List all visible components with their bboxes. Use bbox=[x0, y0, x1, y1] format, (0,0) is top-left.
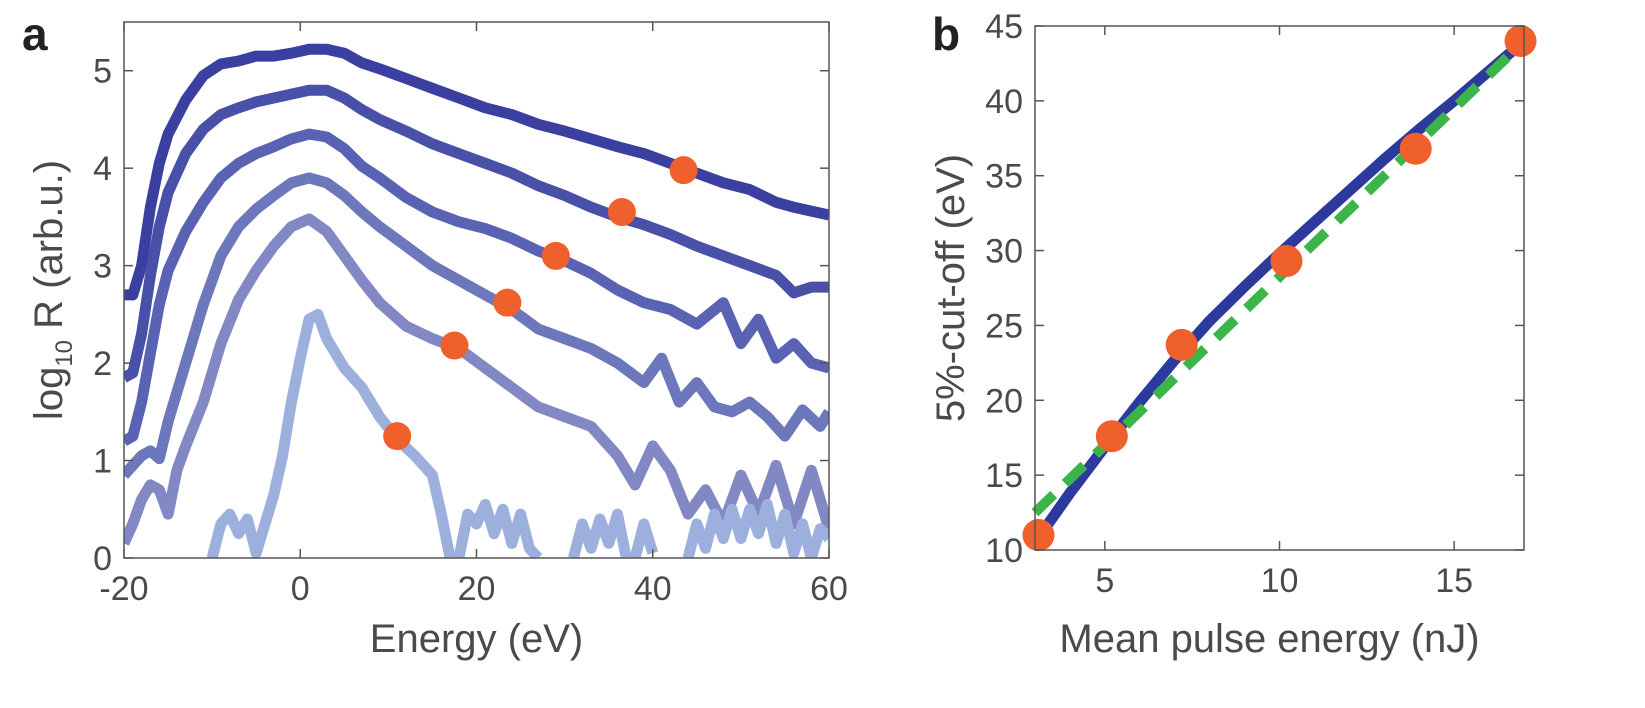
fit-line bbox=[1030, 36, 1528, 546]
spectrum-line-6-seg-5 bbox=[682, 498, 829, 558]
panel-b-x-tick-label: 15 bbox=[1435, 562, 1473, 600]
spectrum-line-1 bbox=[124, 43, 829, 301]
panel-b-y-tick-label: 30 bbox=[985, 233, 1023, 271]
panel-b-y-axis-title: 5%-cut-off (eV) bbox=[929, 154, 973, 422]
panel-b-label: b bbox=[932, 8, 960, 60]
panel-b-y-tick-label: 40 bbox=[985, 83, 1023, 121]
panel-a-x-tick-label: -20 bbox=[99, 570, 148, 608]
panel-b-series bbox=[1022, 24, 1537, 552]
cutoff-point bbox=[1165, 328, 1198, 361]
panel-a-y-tick-label: 3 bbox=[93, 248, 112, 286]
panel-b-y-tick-label: 20 bbox=[985, 382, 1023, 420]
spectrum-line-6-seg-2 bbox=[453, 498, 543, 558]
panel-b-ticks: 5 10 15 10 15 20 25 30 35 40 45 bbox=[985, 8, 1524, 600]
cutoff-point bbox=[1270, 245, 1303, 278]
panel-a-y-tick-label: 2 bbox=[93, 345, 112, 383]
panel-a-x-axis-title: Energy (eV) bbox=[370, 617, 583, 661]
panel-a-cutoff-markers bbox=[383, 156, 698, 451]
panel-a-y-tick-label: 5 bbox=[93, 53, 112, 91]
cutoff-point bbox=[1022, 519, 1055, 552]
spectrum-line-6-seg-4 bbox=[629, 518, 659, 558]
panel-a-x-tick-label: 60 bbox=[810, 570, 848, 608]
linear-dashed-line bbox=[1031, 37, 1528, 517]
spectrum-line-3 bbox=[124, 128, 829, 446]
panel-a-y-tick-label: 0 bbox=[93, 540, 112, 578]
cutoff-marker-4 bbox=[493, 288, 522, 317]
panel-a-y-title-rest: R (arb.u.) bbox=[27, 160, 71, 340]
panel-b-x-tick-label: 10 bbox=[1261, 562, 1299, 600]
cutoff-point bbox=[1399, 132, 1432, 165]
spectrum-line-5 bbox=[124, 213, 829, 546]
panel-a-y-tick-label: 4 bbox=[93, 150, 112, 188]
panel-a-x-tick-label: 20 bbox=[458, 570, 496, 608]
panel-a-series bbox=[124, 43, 829, 558]
spectrum-line-6-seg-1 bbox=[206, 308, 456, 558]
panel-a-x-tick-label: 40 bbox=[634, 570, 672, 608]
panel-b: b 5 10 15 10 15 20 25 30 35 40 45 Mean pulse energ… bbox=[929, 8, 1537, 661]
spectrum-line-6-seg-3 bbox=[568, 508, 632, 558]
panel-a-y-axis-title: log10 R (arb.u.) bbox=[27, 160, 78, 420]
cutoff-marker-2 bbox=[607, 198, 636, 227]
cutoff-point bbox=[1095, 420, 1128, 453]
panel-b-y-tick-label: 25 bbox=[985, 307, 1023, 345]
panel-b-x-tick-label: 5 bbox=[1095, 562, 1114, 600]
panel-b-y-tick-label: 35 bbox=[985, 158, 1023, 196]
spectrum-line-4 bbox=[124, 172, 829, 479]
panel-a-y-title-log: log bbox=[27, 367, 71, 420]
spectrum-line-2 bbox=[124, 84, 829, 383]
panel-a-y-title-subscript: 10 bbox=[51, 340, 78, 367]
panel-b-y-tick-label: 10 bbox=[985, 532, 1023, 570]
cutoff-marker-1 bbox=[669, 156, 698, 185]
panel-b-x-axis-title: Mean pulse energy (nJ) bbox=[1059, 617, 1479, 661]
cutoff-point bbox=[1504, 24, 1537, 57]
panel-a-y-tick-label: 1 bbox=[93, 443, 112, 481]
cutoff-marker-3 bbox=[541, 241, 570, 270]
cutoff-marker-6 bbox=[383, 422, 412, 451]
panel-a-x-tick-label: 0 bbox=[291, 570, 310, 608]
cutoff-marker-5 bbox=[440, 331, 469, 360]
panel-b-y-tick-label: 45 bbox=[985, 8, 1023, 46]
panel-a-label: a bbox=[22, 8, 48, 60]
panel-b-y-tick-label: 15 bbox=[985, 457, 1023, 495]
